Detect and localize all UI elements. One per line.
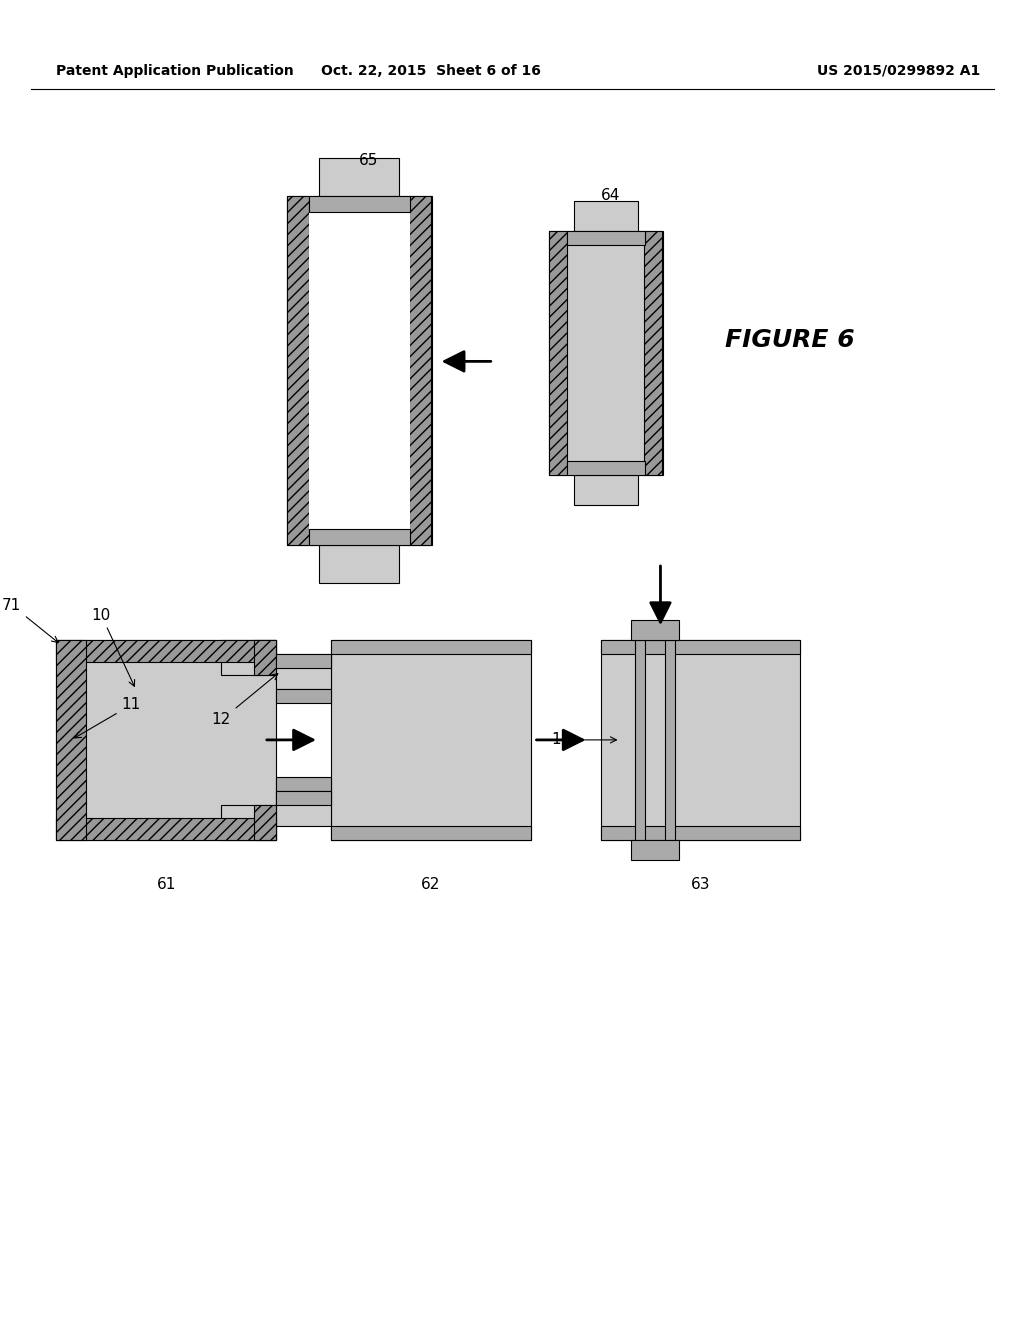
Bar (549, 231, 664, 475)
Bar (287, 195, 432, 545)
Bar (573, 475, 639, 506)
Bar (566, 461, 645, 475)
Bar (600, 640, 801, 653)
Text: 71: 71 (2, 598, 58, 643)
Bar (254, 805, 275, 840)
Bar (409, 195, 431, 545)
Bar (254, 640, 275, 675)
Bar (221, 805, 275, 840)
Bar (275, 689, 331, 704)
Bar (275, 791, 331, 826)
Text: 65: 65 (359, 153, 379, 168)
Bar (56, 818, 275, 840)
Bar (632, 840, 680, 859)
Bar (56, 640, 275, 840)
Text: 63: 63 (690, 878, 711, 892)
Bar (275, 777, 331, 791)
Text: 12: 12 (212, 673, 278, 727)
Text: FIGURE 6: FIGURE 6 (725, 329, 855, 352)
Bar (636, 640, 645, 840)
Bar (666, 640, 676, 840)
Text: 64: 64 (601, 187, 621, 203)
Bar (287, 195, 309, 545)
Bar (644, 231, 663, 475)
Text: 11: 11 (75, 697, 140, 738)
Text: 10: 10 (91, 607, 134, 686)
Bar (309, 195, 410, 545)
Text: Patent Application Publication: Patent Application Publication (56, 63, 294, 78)
Bar (275, 791, 331, 805)
Bar (632, 620, 680, 640)
Text: US 2015/0299892 A1: US 2015/0299892 A1 (817, 63, 980, 78)
Bar (331, 640, 530, 840)
Bar (275, 653, 331, 668)
Bar (56, 640, 86, 840)
Text: 62: 62 (421, 878, 440, 892)
Text: 61: 61 (157, 878, 176, 892)
Bar (566, 231, 645, 244)
Bar (318, 157, 398, 195)
Bar (600, 826, 801, 840)
Bar (309, 195, 410, 211)
Bar (275, 653, 331, 689)
Bar (309, 529, 410, 545)
Bar (221, 640, 275, 675)
Bar (318, 545, 398, 583)
Text: Oct. 22, 2015  Sheet 6 of 16: Oct. 22, 2015 Sheet 6 of 16 (321, 63, 541, 78)
Bar (573, 201, 639, 231)
Bar (331, 640, 530, 653)
Bar (600, 640, 801, 840)
Bar (331, 826, 530, 840)
Bar (549, 231, 566, 475)
Bar (56, 640, 275, 663)
Text: 14: 14 (551, 733, 616, 747)
